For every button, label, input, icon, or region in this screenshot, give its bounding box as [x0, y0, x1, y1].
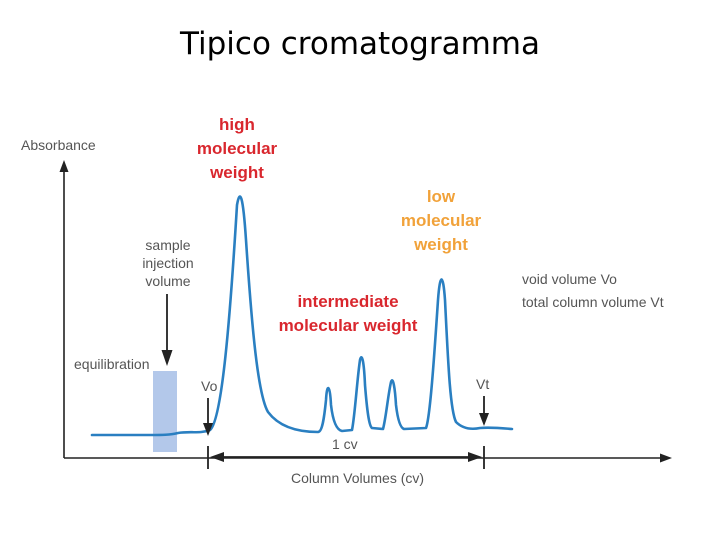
sample-injection-line-2: injection	[142, 255, 194, 271]
high-mw-line-3: weight	[210, 163, 264, 182]
low-mw-line-2: molecular	[400, 211, 482, 230]
low-mw-line-3: weight	[414, 235, 468, 254]
vt-marker-label: Vt	[476, 376, 490, 392]
cv-left-arrowhead	[210, 452, 224, 462]
vo-marker-label: Vo	[201, 378, 218, 394]
y-axis-arrowhead	[59, 160, 69, 172]
chromatogram-trace	[90, 195, 514, 437]
cv-span-label: 1 cv	[332, 436, 358, 452]
high-mw-label: high molecular weight	[182, 113, 292, 185]
legend-total-volume: total column volume Vt	[522, 294, 664, 310]
intermediate-mw-line-1: intermediate	[297, 292, 399, 311]
intermediate-mw-label: intermediate molecular weight	[263, 290, 433, 338]
high-mw-line-1: high	[219, 115, 255, 134]
vo-arrowhead	[203, 423, 213, 436]
injection-arrowhead	[161, 350, 173, 366]
low-mw-line-1: low	[426, 187, 456, 206]
sample-injection-label: sample injection volume	[126, 236, 210, 290]
slide-title: Tipico cromatogramma	[180, 26, 540, 62]
intermediate-mw-line-2: molecular weight	[278, 316, 418, 335]
legend-void-volume: void volume Vo	[522, 271, 617, 287]
cv-right-arrowhead	[468, 452, 482, 462]
absorbance-label: Absorbance	[21, 137, 96, 153]
sample-injection-line-1: sample	[145, 237, 191, 253]
low-mw-label: low molecular weight	[386, 185, 496, 257]
x-axis-arrowhead	[660, 453, 672, 463]
equilibration-label: equilibration	[74, 356, 150, 372]
vt-arrowhead	[479, 413, 489, 426]
x-axis-label: Column Volumes (cv)	[291, 470, 425, 486]
high-mw-line-2: molecular	[196, 139, 278, 158]
equilibration-band	[153, 371, 177, 452]
sample-injection-line-3: volume	[145, 273, 191, 289]
